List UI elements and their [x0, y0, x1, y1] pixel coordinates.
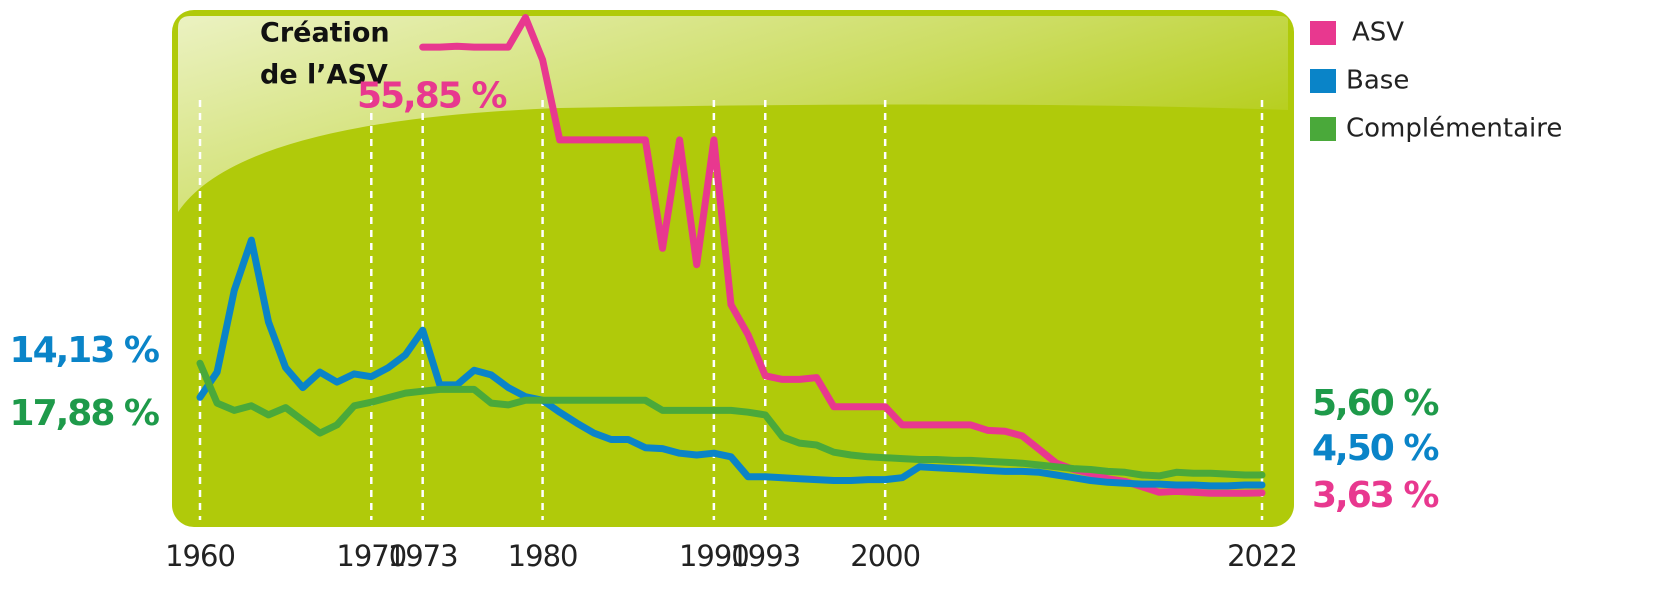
x-tick-label: 1980 [508, 539, 578, 573]
series-line [196, 236, 1266, 490]
annotation: Création [260, 18, 390, 49]
annotation: de l’ASV [260, 60, 388, 91]
legend-swatch [1310, 69, 1336, 93]
x-tick-label: 1993 [730, 539, 800, 573]
x-tick-label: 1990 [679, 539, 749, 573]
value-label: 3,63 % [1312, 475, 1438, 516]
plot-area [172, 10, 1294, 527]
legend-label: ASV [1352, 18, 1404, 48]
value-label: 17,88 % [10, 393, 159, 434]
legend-label: Complémentaire [1346, 114, 1562, 144]
x-tick-label: 1970 [336, 539, 406, 573]
highlight [178, 16, 1288, 212]
value-label: 55,85 % [357, 75, 506, 116]
x-tick-label: 1973 [388, 539, 458, 573]
x-tick-label: 2000 [850, 539, 920, 573]
x-tick-label: 2022 [1227, 539, 1297, 573]
value-label: 4,50 % [1312, 428, 1438, 469]
series-line [196, 359, 1266, 480]
value-label: 5,60 % [1312, 383, 1438, 424]
legend-swatch [1310, 21, 1336, 45]
x-tick-label: 1960 [165, 539, 235, 573]
legend-swatch [1310, 117, 1336, 141]
value-label: 14,13 % [10, 330, 159, 371]
legend-label: Base [1346, 66, 1409, 96]
